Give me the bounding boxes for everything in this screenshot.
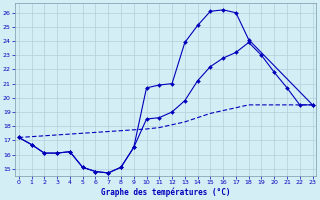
X-axis label: Graphe des températures (°C): Graphe des températures (°C) [101, 188, 230, 197]
